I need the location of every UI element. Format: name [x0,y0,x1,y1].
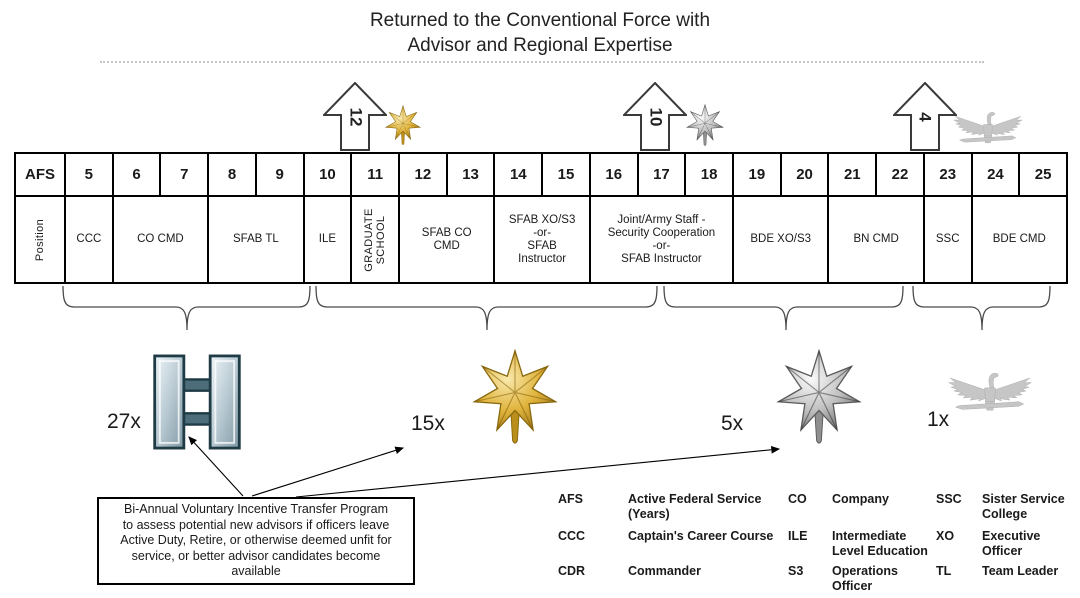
legend-column-1: AFS Active Federal Service (Years) CCC C… [558,492,806,579]
year-header: 7 [161,154,210,197]
promotion-lieutenant-colonel: 10 [623,82,759,157]
year-header: 11 [352,154,400,197]
page-title-line2: Advisor and Regional Expertise [407,35,673,56]
year-header: 13 [447,154,496,197]
major-period-brace [315,285,658,331]
promotion-years-label: 12 [345,107,365,127]
legend-definition: Sister Service College [982,492,1065,521]
legend-item: TL Team Leader [936,564,1080,579]
colonel-eagle-icon [950,107,1026,147]
legend-definition: Team Leader [982,564,1059,578]
legend-definition: Operations Officer [832,564,898,593]
year-header: 17 [638,154,687,197]
legend-item: XO Executive Officer [936,529,1080,564]
position-ccc: CCC [66,197,114,284]
lieutenant-colonel-period-brace [663,285,904,331]
legend-column-2: CO Company ILE Intermediate Level Educat… [788,492,944,593]
year-header: 5 [66,154,114,197]
year-header: 8 [209,154,257,197]
position-joint-army-staff: Joint/Army Staff - Security Cooperation … [590,197,734,284]
year-header: 12 [400,154,448,197]
legend-abbr: ILE [788,529,808,543]
position-graduate-school: GRADUATE SCHOOL [352,197,400,284]
legend-abbr: CO [788,492,807,506]
captain-count: 27x [107,410,141,433]
legend-definition: Company [832,492,889,506]
legend-abbr: TL [936,564,952,578]
up-arrow-icon [323,82,387,151]
up-arrow-icon [623,82,687,151]
year-header: 19 [734,154,782,197]
colonel-count: 1x [927,408,950,431]
position-bde-xo-s3: BDE XO/S3 [734,197,830,284]
position-ssc: SSC [924,197,973,284]
legend-definition: Active Federal Service (Years) [628,492,762,521]
year-header: 21 [829,154,878,197]
up-arrow-icon [893,82,957,151]
position-ile: ILE [304,197,353,284]
legend-definition: Intermediate Level Education [832,529,928,558]
legend-abbr: XO [936,529,955,543]
captain-period-brace [62,285,311,331]
legend-item: SSC Sister Service College [936,492,1080,529]
legend-item: CDR Commander [558,564,806,579]
year-header: 23 [924,154,973,197]
year-header: 25 [1020,154,1068,197]
afs-timeline-table: AFS 5 6 7 8 9 10 11 12 13 14 15 16 17 18… [14,152,1068,284]
incentive-transfer-note: Bi-Annual Voluntary Incentive Transfer P… [97,497,415,585]
silver-oak-leaf-icon [760,348,878,454]
position-sfab-xo-s3: SFAB XO/S3 -or- SFAB Instructor [495,197,591,284]
captain-bars-icon [150,352,244,452]
legend-item: S3 Operations Officer [788,564,944,593]
promotion-years-label: 10 [645,107,665,127]
legend-abbr: AFS [558,492,583,506]
year-header: 6 [113,154,162,197]
year-header: 15 [543,154,591,197]
year-header: 20 [781,154,830,197]
position-sfab-co-cmd: SFAB CO CMD [400,197,496,284]
silver-oak-leaf-icon [684,100,726,154]
legend-item: ILE Intermediate Level Education [788,529,944,564]
year-header: 24 [972,154,1021,197]
major-count: 15x [411,412,445,435]
legend-item: CCC Captain's Career Course [558,529,806,564]
legend-abbr: S3 [788,564,804,578]
year-header: 10 [304,154,353,197]
row-label-position: Position [16,197,66,284]
legend-column-3: SSC Sister Service College XO Executive … [936,492,1080,579]
position-bde-cmd: BDE CMD [972,197,1068,284]
gold-oak-leaf-icon [456,348,574,454]
legend-abbr: SSC [936,492,962,506]
promotion-major: 12 [323,82,459,157]
colonel-eagle-icon [944,366,1036,416]
position-sfab-tl: SFAB TL [209,197,305,284]
year-header: 16 [590,154,639,197]
page-title: Returned to the Conventional Force with … [0,8,1080,58]
page-title-line1: Returned to the Conventional Force with [369,10,711,31]
gold-oak-leaf-icon [383,102,423,152]
year-header: 9 [256,154,305,197]
legend-definition: Commander [628,564,701,578]
year-header: 14 [495,154,544,197]
colonel-period-brace [912,285,1051,331]
legend-item: CO Company [788,492,944,529]
dotted-divider [100,61,984,63]
year-header: 18 [686,154,734,197]
position-bn-cmd: BN CMD [829,197,925,284]
legend-abbr: CDR [558,564,586,578]
legend-definition: Executive Officer [982,529,1041,558]
lieutenant-colonel-count: 5x [721,412,744,435]
table-corner-header: AFS [16,154,66,197]
legend-abbr: CCC [558,529,586,543]
position-co-cmd: CO CMD [113,197,210,284]
year-header: 22 [877,154,925,197]
legend-item: AFS Active Federal Service (Years) [558,492,806,529]
legend-definition: Captain's Career Course [628,529,774,543]
promotion-colonel: 4 [893,82,1029,157]
promotion-years-label: 4 [916,112,935,122]
